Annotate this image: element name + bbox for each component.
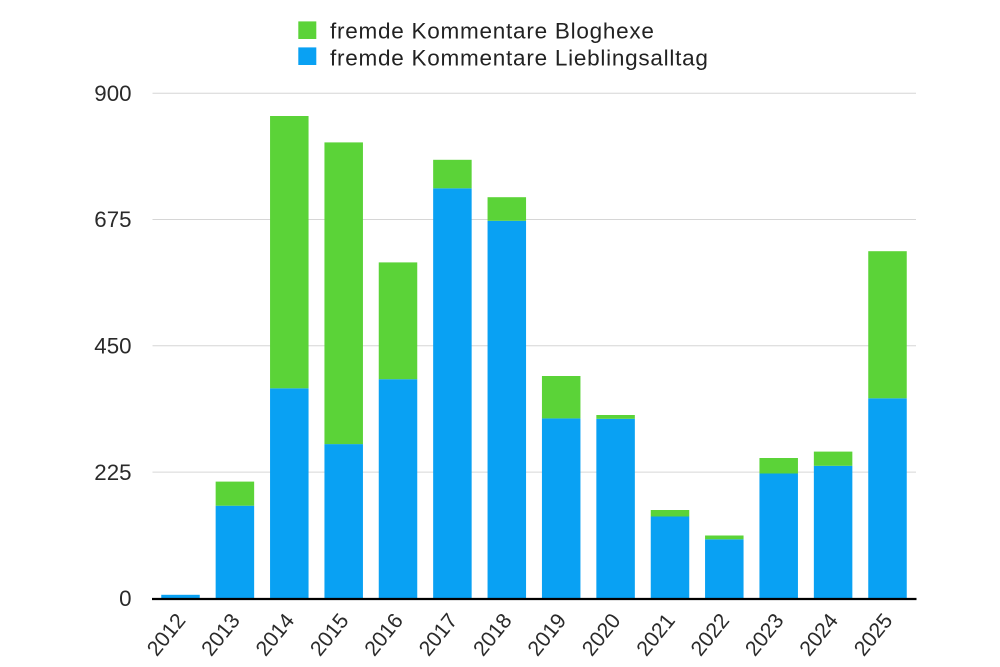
svg-text:450: 450 — [94, 334, 131, 359]
svg-text:675: 675 — [94, 207, 131, 232]
svg-text:fremde Kommentare Bloghexe: fremde Kommentare Bloghexe — [330, 19, 655, 44]
svg-text:225: 225 — [94, 460, 131, 485]
svg-text:fremde Kommentare Lieblingsall: fremde Kommentare Lieblingsalltag — [330, 45, 709, 70]
svg-text:900: 900 — [94, 81, 131, 106]
svg-text:0: 0 — [119, 586, 131, 611]
